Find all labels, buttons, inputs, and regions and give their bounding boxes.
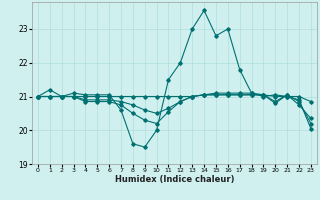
X-axis label: Humidex (Indice chaleur): Humidex (Indice chaleur) (115, 175, 234, 184)
